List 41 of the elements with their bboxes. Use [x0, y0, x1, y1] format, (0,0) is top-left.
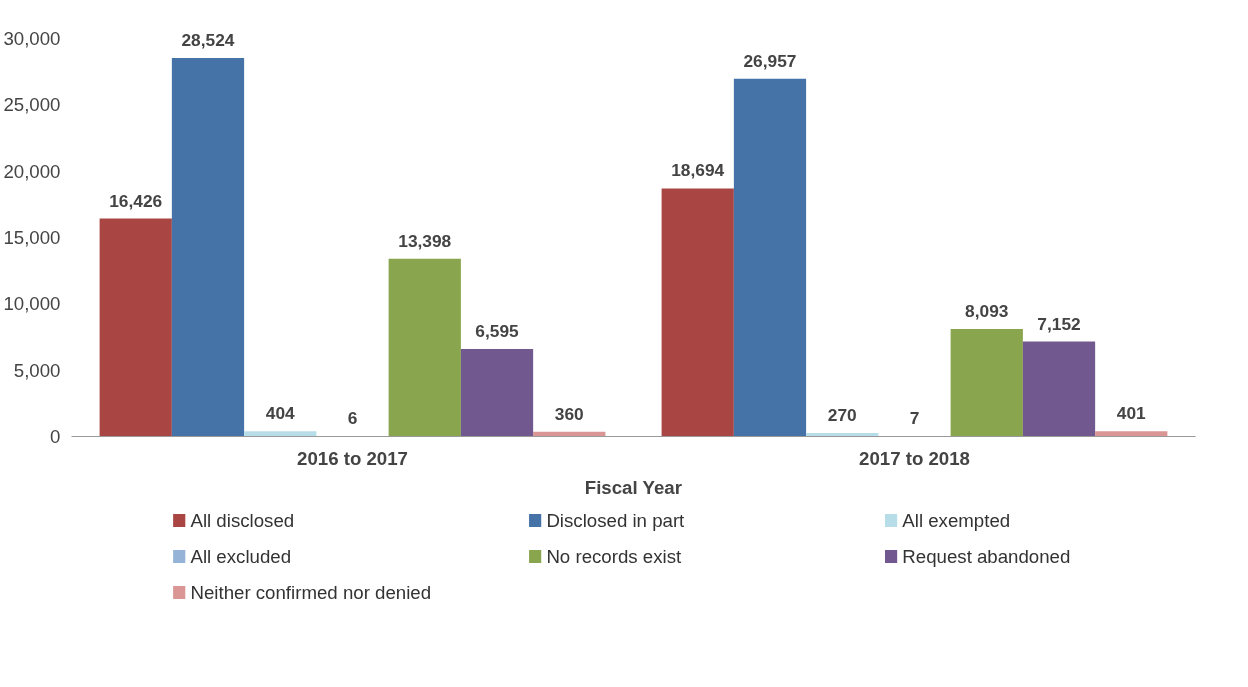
bar	[171, 57, 245, 437]
data-label: 404	[265, 403, 296, 424]
legend-label: No records exist	[546, 546, 682, 567]
data-label: 8,093	[965, 301, 1009, 322]
bar	[244, 431, 317, 437]
data-label: 26,957	[743, 50, 797, 71]
x-tick-label: 2017 to 2018	[859, 447, 970, 469]
y-tick-label: 0	[50, 426, 61, 447]
bar	[460, 348, 534, 437]
legend-label: Disclosed in part	[546, 510, 686, 531]
legend-label: All exempted	[902, 510, 1011, 531]
data-label: 360	[554, 403, 584, 424]
y-tick-label: 25,000	[3, 94, 61, 116]
data-label: 18,694	[671, 160, 725, 181]
x-axis-title: Fiscal Year	[584, 476, 682, 498]
data-label: 270	[827, 404, 857, 425]
x-tick-label: 2016 to 2017	[297, 447, 408, 469]
bar	[950, 329, 1023, 437]
y-tick-label: 5,000	[13, 359, 61, 381]
y-tick-label: 10,000	[3, 293, 61, 315]
bar	[99, 218, 172, 437]
y-tick-label: 15,000	[3, 226, 61, 248]
data-label: 7	[909, 408, 920, 429]
bar	[1022, 341, 1096, 437]
legend-label: Request abandoned	[902, 546, 1071, 567]
data-label: 13,398	[398, 230, 452, 251]
legend-label: All excluded	[190, 546, 292, 567]
data-label: 28,524	[181, 29, 235, 50]
bar	[1095, 431, 1168, 437]
data-label: 401	[1116, 403, 1147, 424]
bar	[733, 78, 807, 437]
data-label: 6,595	[475, 320, 520, 341]
bar	[388, 258, 461, 437]
bar	[661, 188, 734, 437]
legend-label: Neither confirmed nor denied	[190, 582, 432, 603]
data-label: 16,426	[109, 190, 163, 211]
legend-label: All disclosed	[190, 510, 295, 531]
y-tick-label: 20,000	[3, 160, 61, 182]
data-label: 7,152	[1037, 313, 1081, 334]
data-label: 6	[347, 408, 358, 429]
y-tick-label: 30,000	[3, 27, 61, 49]
